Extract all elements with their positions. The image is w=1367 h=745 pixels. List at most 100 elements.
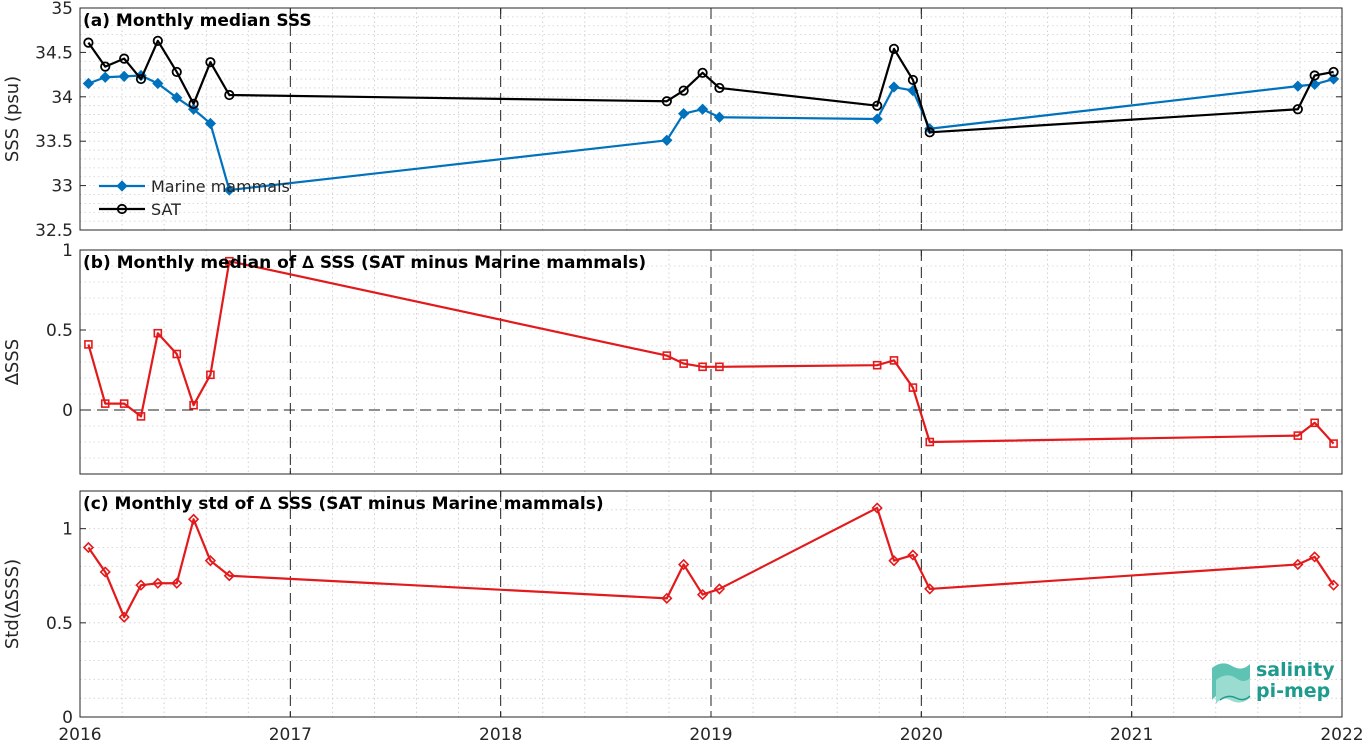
data-point-marker	[1328, 66, 1339, 78]
y-tick-label: 0.5	[46, 614, 73, 634]
data-point-marker	[924, 127, 935, 138]
panel-title: (a) Monthly median SSS	[83, 11, 312, 31]
data-point-marker	[871, 502, 883, 514]
data-point-marker	[872, 360, 882, 370]
data-point-marker	[662, 351, 672, 360]
data-point-marker	[82, 77, 95, 90]
data-point-marker	[713, 583, 726, 595]
data-point-marker	[871, 113, 883, 125]
legend-swatch-marker	[116, 203, 128, 215]
data-point-marker	[1329, 439, 1338, 448]
data-point-marker	[99, 566, 111, 578]
y-tick-label: 0	[62, 708, 73, 728]
y-tick-label: 34	[51, 88, 73, 108]
data-point-marker	[696, 103, 709, 115]
panel-c: 0 0.5 1 Std(∆SSS) (c) Monthly std of ∆ SSS (…	[2, 490, 1343, 728]
x-tick-label: 2018	[479, 725, 522, 745]
data-point-marker	[135, 579, 147, 591]
panel-title: (c) Monthly std of ∆ SSS (SAT minus Mari…	[83, 494, 604, 514]
panel-b: 0 0.5 1 ∆SSS (b) Monthly median of ∆ SSS (SA…	[2, 241, 1343, 475]
data-point-marker	[697, 67, 708, 78]
panel-a: 32.5 33 33.5 34 34.5 35 SSS (psu) (a) Monthly m…	[2, 0, 1343, 241]
data-point-marker	[172, 349, 182, 359]
data-point-marker	[84, 340, 93, 349]
logo-wave-icon	[1212, 663, 1251, 704]
data-point-marker	[679, 359, 688, 368]
series-line-2-0	[87, 506, 1335, 619]
data-point-marker	[100, 61, 111, 72]
data-point-marker	[661, 96, 672, 107]
data-point-marker	[224, 89, 235, 101]
data-point-marker	[119, 53, 130, 64]
data-point-marker	[1327, 73, 1340, 85]
data-point-marker	[1293, 431, 1303, 440]
legend-swatch-marker	[116, 180, 128, 192]
y-tick-label: 32.5	[35, 221, 73, 241]
series-line-1-0	[87, 260, 1335, 445]
data-point-marker	[152, 77, 164, 90]
data-point-marker	[225, 256, 234, 266]
data-point-marker	[678, 558, 690, 571]
data-point-marker	[1309, 70, 1320, 81]
data-point-marker	[1309, 551, 1321, 563]
series-line-0-1	[87, 39, 1334, 134]
data-point-marker	[661, 134, 673, 146]
data-point-marker	[188, 98, 199, 110]
data-point-marker	[136, 412, 146, 421]
data-point-marker	[888, 81, 900, 93]
data-point-marker	[206, 370, 215, 380]
data-point-marker	[678, 85, 689, 96]
panel-title: (b) Monthly median of ∆ SSS (SAT minus M…	[83, 253, 646, 273]
x-tick-label: 2017	[269, 725, 312, 745]
data-point-marker	[1327, 579, 1340, 591]
data-point-marker	[661, 592, 673, 604]
data-point-marker	[713, 111, 726, 123]
x-tick-label: 2021	[1110, 725, 1153, 745]
data-point-marker	[118, 611, 130, 623]
data-point-marker	[223, 570, 235, 582]
data-point-marker	[119, 399, 129, 408]
data-point-marker	[888, 43, 900, 54]
data-point-marker	[118, 70, 130, 83]
data-point-marker	[1310, 418, 1319, 428]
data-point-marker	[153, 328, 163, 338]
y-tick-label: 34.5	[35, 43, 73, 63]
data-point-marker	[135, 73, 147, 85]
data-point-marker	[189, 400, 198, 410]
legend-label: SAT	[151, 200, 181, 219]
data-point-marker	[205, 57, 216, 68]
data-point-marker	[1292, 104, 1303, 115]
x-axis-tick-labels: 2016 2017 2018 2019 2020 2021 2022	[58, 725, 1363, 745]
legend: Marine mammals SAT	[99, 177, 290, 219]
data-point-marker	[907, 549, 919, 561]
data-point-marker	[924, 583, 936, 595]
legend-label: Marine mammals	[151, 177, 290, 196]
data-point-marker	[1292, 558, 1304, 571]
data-point-marker	[696, 588, 709, 601]
data-point-marker	[888, 555, 900, 567]
y-axis-label: ∆SSS	[2, 339, 23, 386]
data-point-marker	[99, 71, 111, 83]
data-point-marker	[714, 82, 725, 94]
data-point-marker	[171, 577, 183, 589]
logo-text-line2: pi-mep	[1256, 680, 1330, 702]
data-point-marker	[204, 117, 217, 130]
y-tick-label: 1	[62, 241, 73, 261]
data-point-marker	[152, 577, 164, 589]
y-tick-label: 33	[51, 177, 73, 197]
data-point-marker	[925, 437, 935, 447]
data-point-marker	[907, 74, 919, 86]
data-point-marker	[698, 362, 707, 372]
data-point-marker	[171, 92, 183, 104]
x-tick-label: 2019	[689, 725, 732, 745]
data-point-marker	[187, 513, 200, 525]
data-point-marker	[83, 37, 94, 48]
data-point-marker	[152, 35, 163, 46]
data-point-marker	[715, 362, 724, 372]
y-axis-label: SSS (psu)	[2, 76, 23, 162]
data-point-marker	[1292, 80, 1304, 92]
data-point-marker	[82, 541, 95, 554]
x-tick-label: 2020	[900, 725, 943, 745]
data-point-marker	[872, 100, 883, 111]
